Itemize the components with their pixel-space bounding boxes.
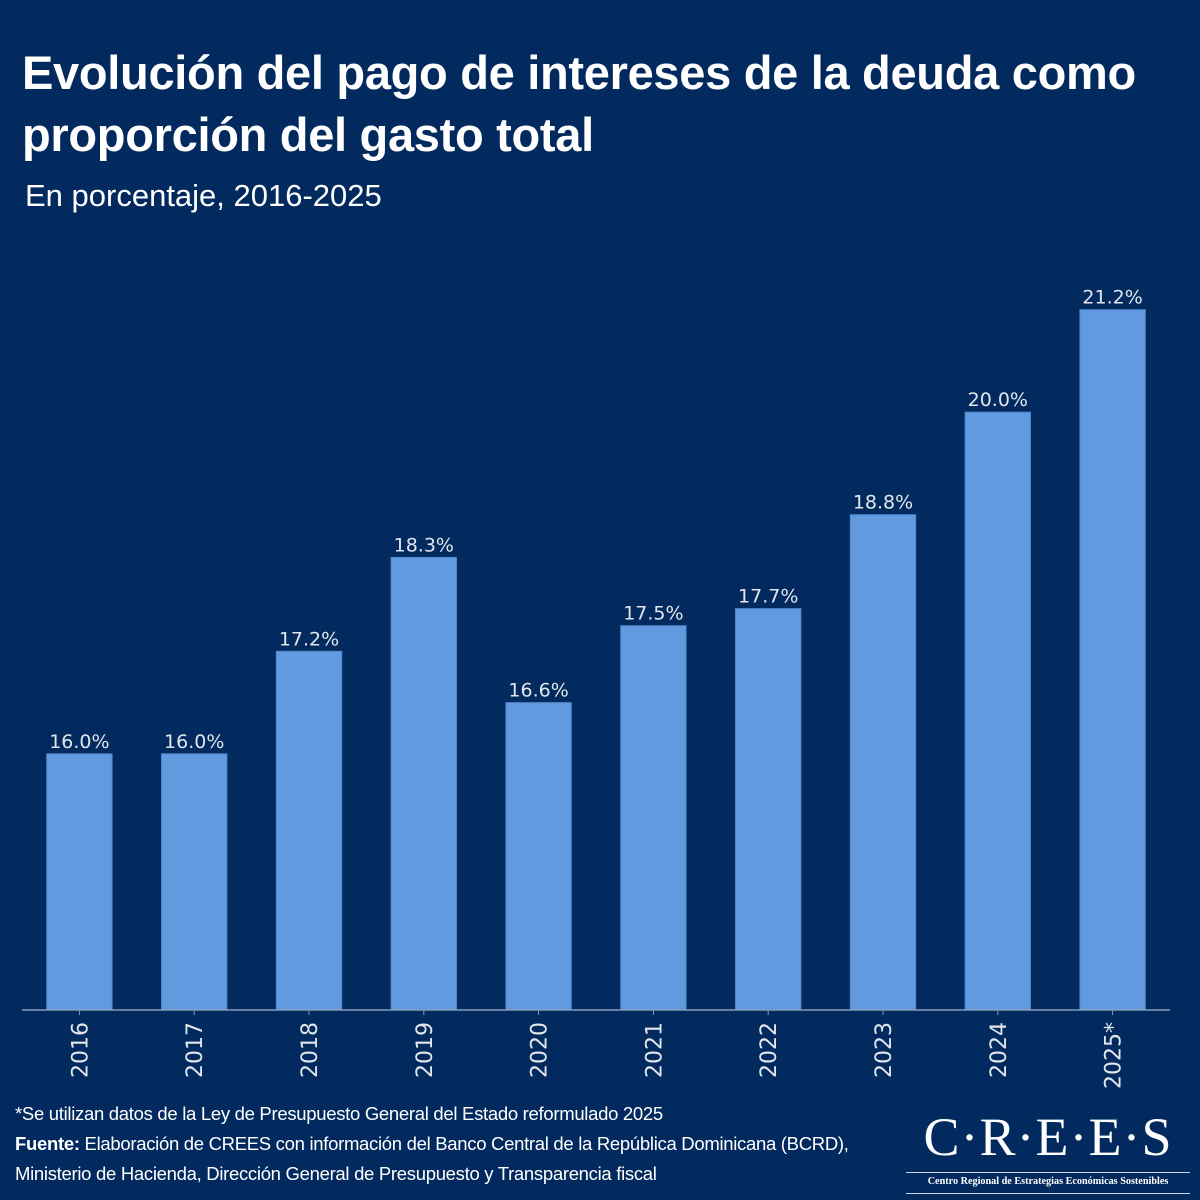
footnote-note: *Se utilizan datos de la Ley de Presupue… xyxy=(15,1103,663,1124)
x-tick-label-2017: 2017 xyxy=(183,1022,208,1078)
data-label-2019: 18.3% xyxy=(394,534,454,556)
x-tick-label-2023: 2023 xyxy=(872,1022,897,1078)
x-tick-label-2022: 2022 xyxy=(757,1022,782,1078)
bar-2019 xyxy=(390,556,458,1011)
data-label-2022: 17.7% xyxy=(738,586,798,608)
bar-2020 xyxy=(505,702,572,1011)
bar-2016 xyxy=(46,753,113,1011)
bar-2021 xyxy=(620,625,687,1011)
data-label-2018: 17.2% xyxy=(279,628,339,650)
bar-2024 xyxy=(964,411,1031,1011)
bars-group: 16.0% 16.0% 17.2% 18.3% 16.6% 17.5% 17.7% 18.8%… xyxy=(46,287,1146,1011)
x-tick-label-2025: 2025* xyxy=(1102,1022,1127,1089)
x-tick-label-2019: 2019 xyxy=(413,1022,438,1078)
bar-2017 xyxy=(161,753,228,1011)
x-tick-label-2016: 2016 xyxy=(68,1022,93,1078)
chart-subtitle: En porcentaje, 2016-2025 xyxy=(25,178,382,213)
x-ticks-group: 2016 2017 2018 2019 2020 2021 2022 2023 2024 2025… xyxy=(68,1010,1127,1089)
chart-title: Evolución del pago de intereses de la de… xyxy=(22,46,1136,161)
crees-logo: C·R·E·E·S Centro Regional de Estrategias… xyxy=(906,1108,1190,1197)
logo-divider-top xyxy=(906,1172,1190,1173)
source-text: Elaboración de CREES con información del… xyxy=(15,1133,849,1184)
x-tick-label-2024: 2024 xyxy=(987,1022,1012,1078)
bar-chart: 16.0% 16.0% 17.2% 18.3% 16.6% 17.5% 17.7% 18.8%… xyxy=(22,287,1170,1089)
logo-divider-bottom xyxy=(906,1193,1190,1194)
source-label: Fuente: xyxy=(15,1133,80,1154)
x-tick-label-2020: 2020 xyxy=(528,1022,553,1078)
bar-2018 xyxy=(275,650,343,1011)
footnote-source: Fuente: Elaboración de CREES con informa… xyxy=(15,1129,895,1189)
bar-2023 xyxy=(849,514,917,1011)
data-label-2020: 16.6% xyxy=(508,680,568,702)
data-label-2017: 16.0% xyxy=(164,731,224,753)
logo-fullname: Centro Regional de Estrategias Económica… xyxy=(927,1176,1169,1187)
bar-2025 xyxy=(1079,309,1146,1011)
data-label-2024: 20.0% xyxy=(968,389,1028,411)
data-label-2023: 18.8% xyxy=(853,492,913,514)
data-label-2021: 17.5% xyxy=(623,603,683,625)
data-label-2016: 16.0% xyxy=(49,731,109,753)
data-label-2025: 21.2% xyxy=(1082,287,1142,309)
logo-wordmark: C·R·E·E·S xyxy=(923,1107,1173,1167)
bar-2022 xyxy=(735,608,802,1011)
x-tick-label-2018: 2018 xyxy=(298,1022,323,1078)
x-tick-label-2021: 2021 xyxy=(642,1022,667,1078)
footnote: *Se utilizan datos de la Ley de Presupue… xyxy=(15,1099,895,1189)
